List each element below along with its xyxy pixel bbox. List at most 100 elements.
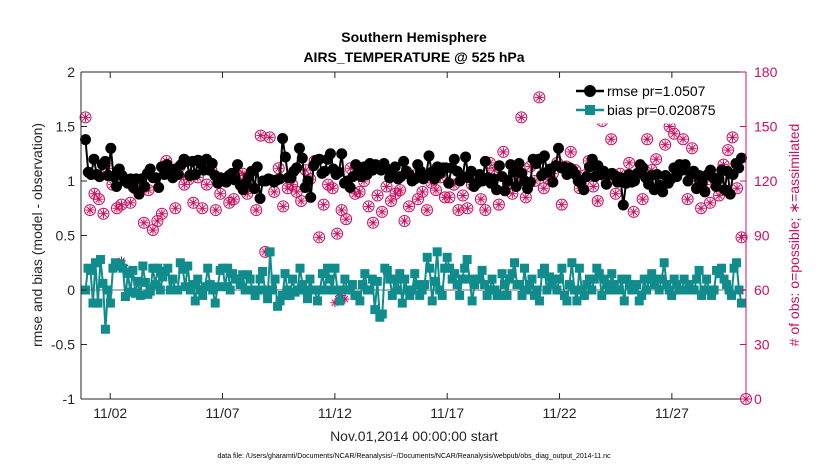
obs-assimilated-marker-stroke: [639, 195, 647, 203]
bias-point: [90, 258, 100, 268]
obs-assimilated-marker-stroke: [432, 186, 440, 194]
obs-assimilated-marker: [669, 129, 679, 139]
bias-point: [225, 285, 235, 295]
rmse-point: [617, 199, 629, 211]
obs-assimilated-marker: [211, 205, 221, 215]
obs-assimilated-marker: [98, 209, 108, 219]
bias-point: [707, 290, 717, 300]
bias-point: [148, 263, 158, 273]
y-tick-label-right: 0: [754, 391, 762, 407]
obs-assimilated-marker-stroke: [81, 113, 90, 121]
bias-point: [165, 285, 175, 295]
bias-point: [587, 285, 597, 295]
obs-assimilated-marker-stroke: [558, 201, 566, 209]
bias-point: [325, 274, 335, 284]
bias-point: [634, 296, 644, 306]
bias-point: [657, 274, 667, 284]
obs-assimilated-marker: [404, 201, 414, 211]
obs-assimilated-marker: [521, 192, 531, 202]
rmse-point: [333, 166, 345, 178]
bias-point: [647, 269, 657, 279]
bias-point: [180, 282, 190, 292]
rmse-point: [88, 153, 100, 165]
obs-assimilated-marker-stroke: [643, 135, 651, 143]
obs-assimilated-marker: [197, 203, 207, 213]
obs-assimilated-marker-stroke: [158, 210, 166, 218]
obs-assimilated-marker-stroke: [706, 199, 714, 207]
legend-bias-label: bias pr=0.020875: [607, 102, 716, 118]
obs-possible-marker: [115, 198, 128, 211]
bias-point: [544, 272, 554, 282]
obs-possible-marker: [497, 145, 510, 158]
obs-assimilated-marker: [94, 194, 104, 204]
obs-assimilated-marker: [665, 122, 675, 131]
bias-point: [278, 290, 288, 300]
y-axis-label-left: rmse and bias (model - observation): [29, 123, 45, 347]
obs-possible-marker: [385, 194, 398, 207]
bias-point: [594, 269, 604, 279]
bias-point: [340, 274, 350, 284]
rmse-point: [305, 191, 317, 203]
bias-point: [649, 280, 659, 290]
obs-possible-marker: [196, 202, 209, 215]
bias-point: [515, 280, 525, 290]
obs-assimilated-marker: [444, 192, 454, 202]
obs-assimilated-marker-stroke: [171, 204, 179, 212]
bias-point: [120, 292, 130, 302]
obs-possible-marker: [492, 198, 505, 211]
obs-assimilated-marker: [498, 147, 508, 157]
obs-assimilated-marker: [413, 194, 423, 204]
y-tick-label-right: 60: [754, 282, 770, 298]
obs-assimilated-marker: [737, 232, 747, 242]
obs-assimilated-marker: [157, 209, 167, 219]
bias-point: [709, 285, 719, 295]
bias-point: [108, 263, 118, 273]
obs-assimilated-marker: [624, 158, 634, 168]
bias-point: [377, 309, 387, 319]
obs-assimilated-marker-stroke: [140, 219, 148, 227]
bias-point: [88, 298, 98, 308]
x-tick-label: 11/02: [93, 405, 127, 421]
bias-point: [527, 274, 537, 284]
legend-rmse-marker: [584, 85, 596, 97]
bias-point: [320, 285, 330, 295]
obs-assimilated-marker-stroke: [396, 186, 404, 194]
obs-assimilated-marker-stroke: [180, 181, 188, 189]
y-tick-label-left: 0: [67, 282, 75, 298]
bias-point: [305, 274, 315, 284]
bias-point: [617, 274, 627, 284]
bias-point: [385, 274, 395, 284]
obs-assimilated-marker: [269, 187, 279, 197]
rmse-point: [248, 183, 260, 195]
obs-assimilated-marker: [85, 205, 95, 215]
bias-point: [589, 274, 599, 284]
rmse-point: [139, 180, 151, 192]
obs-possible-marker: [137, 216, 150, 229]
plot-area: 11/02 11/07 11/12 11/17 11/22 11/27 -1 -0.5 0 0.5…: [51, 64, 778, 421]
rmse-point: [251, 161, 263, 173]
chart-title: Southern Hemisphere: [341, 29, 487, 45]
obs-assimilated-marker-stroke: [495, 201, 503, 209]
bias-point: [392, 285, 402, 295]
obs-possible-marker: [479, 204, 492, 217]
bias-point: [574, 263, 584, 273]
bias-point: [188, 280, 198, 290]
obs-assimilated-marker-stroke: [230, 195, 238, 203]
bias-point: [480, 280, 490, 290]
rmse-point: [524, 176, 536, 188]
obs-assimilated-marker: [364, 201, 374, 211]
obs-possible-marker: [227, 193, 240, 206]
bias-point: [352, 290, 362, 300]
obs-possible-marker: [214, 187, 227, 200]
obs-possible-marker: [223, 196, 236, 209]
rmse-point: [153, 182, 165, 194]
bias-point: [607, 269, 617, 279]
bias-point: [98, 278, 108, 288]
obs-assimilated-marker-stroke: [374, 191, 382, 200]
bias-point: [425, 263, 435, 273]
rmse-point: [189, 168, 201, 180]
obs-possible-marker: [735, 231, 748, 244]
obs-assimilated-marker: [683, 194, 693, 204]
bias-point: [604, 285, 614, 295]
